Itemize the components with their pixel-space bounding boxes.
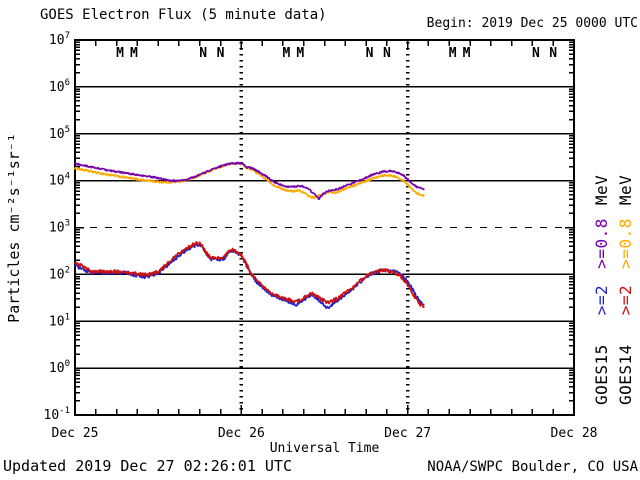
series-goes15-e2	[74, 242, 425, 310]
begin-timestamp: Begin: 2019 Dec 25 0000 UTC	[426, 16, 638, 31]
x-tick-label: Dec 25	[52, 426, 99, 441]
data-source: NOAA/SWPC Boulder, CO USA	[427, 459, 638, 475]
time-marker-n: N	[532, 46, 540, 61]
legend-goes14-ge2: >=2	[616, 284, 635, 316]
y-tick-label: 100	[49, 359, 70, 376]
legend-goes15-column: GOES15 >=2 >=0.8 MeV	[592, 175, 611, 405]
time-marker-m: M	[449, 46, 457, 61]
y-tick-label: 10-1	[44, 406, 71, 423]
time-marker-m: M	[463, 46, 471, 61]
y-tick-label: 107	[49, 31, 70, 48]
time-marker-n: N	[366, 46, 374, 61]
x-tick-label: Dec 26	[218, 426, 265, 441]
legend-goes15-ge2: >=2	[592, 284, 611, 316]
legend-goes15-mev: MeV	[592, 174, 611, 206]
legend-goes14-mev: MeV	[616, 174, 635, 206]
time-marker-m: M	[130, 46, 138, 61]
chart-title: GOES Electron Flux (5 minute data)	[40, 7, 327, 23]
time-marker-n: N	[199, 46, 207, 61]
x-axis-title: Universal Time	[270, 441, 380, 456]
time-marker-n: N	[217, 46, 225, 61]
y-tick-label: 102	[49, 265, 70, 282]
time-marker-m: M	[296, 46, 304, 61]
y-tick-label: 103	[49, 219, 70, 236]
plot-frame	[74, 39, 575, 416]
y-axis-label: Particles cm⁻²s⁻¹sr⁻¹	[5, 133, 23, 323]
series-goes14-e2	[74, 241, 425, 309]
time-marker-n: N	[383, 46, 391, 61]
legend-goes15-satellite: GOES15	[592, 344, 611, 405]
time-marker-n: N	[549, 46, 557, 61]
series-goes15-e08	[74, 161, 425, 201]
legend-goes14-ge08: >=0.8	[616, 218, 635, 269]
time-marker-m: M	[282, 46, 290, 61]
legend-goes14-satellite: GOES14	[616, 344, 635, 405]
updated-timestamp: Updated 2019 Dec 27 02:26:01 UTC	[3, 457, 292, 475]
x-tick-label: Dec 28	[551, 426, 598, 441]
time-marker-m: M	[116, 46, 124, 61]
y-tick-label: 106	[49, 78, 70, 95]
y-tick-label: 104	[49, 172, 70, 189]
y-tick-label: 101	[49, 312, 70, 329]
legend-goes14-column: GOES14 >=2 >=0.8 MeV	[616, 175, 635, 405]
y-tick-label: 105	[49, 125, 70, 142]
x-tick-label: Dec 27	[384, 426, 431, 441]
legend-goes15-ge08: >=0.8	[592, 218, 611, 269]
